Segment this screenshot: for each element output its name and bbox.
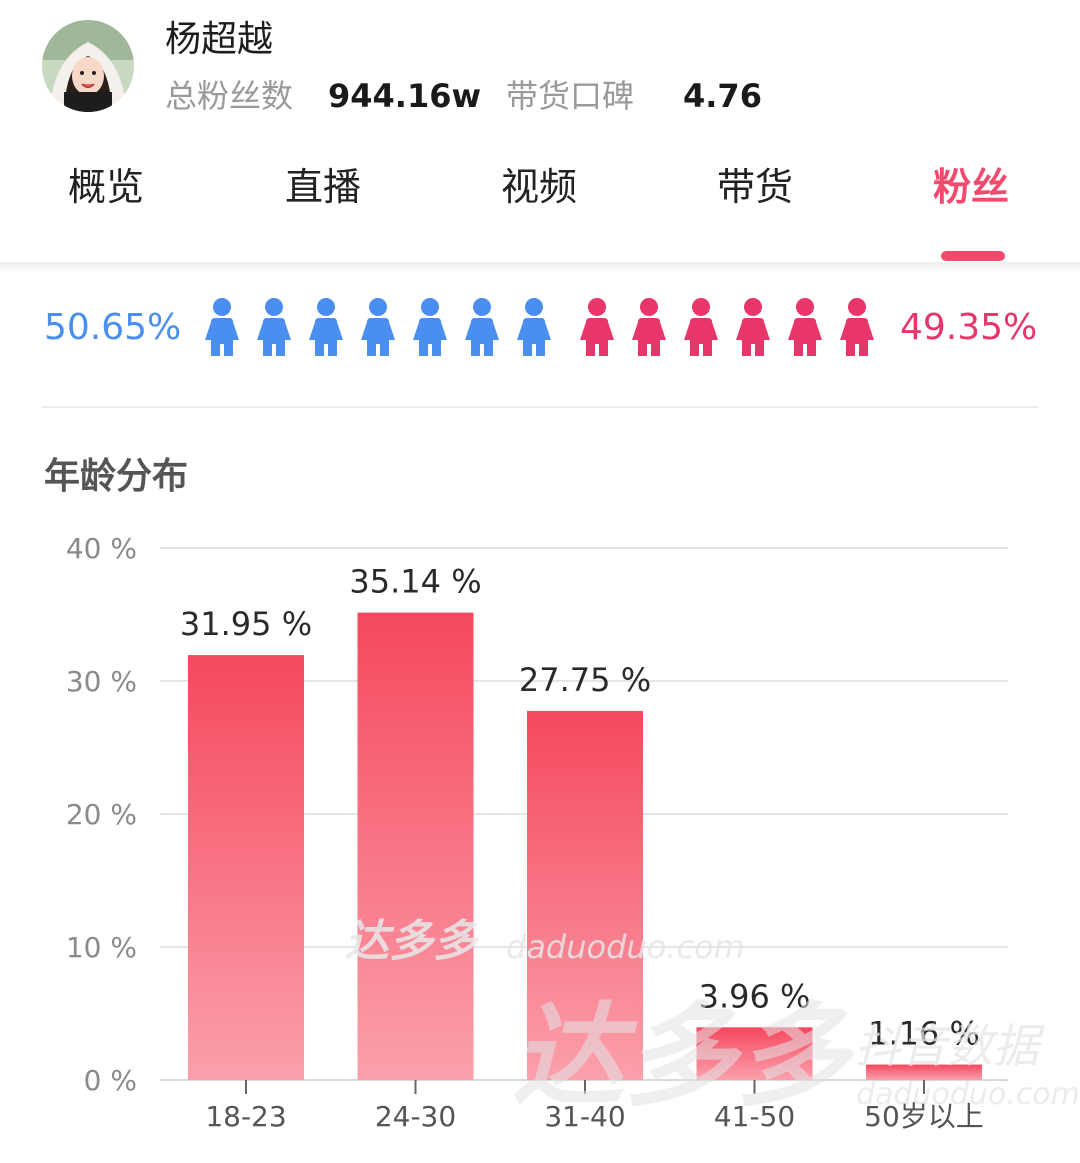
tab-sales[interactable]: 带货: [717, 165, 794, 209]
total-fans-value: 944.16w: [328, 77, 482, 115]
bar-value-label: 3.96 %: [699, 977, 811, 1015]
male-percentage: 50.65%: [44, 307, 182, 348]
bar[interactable]: [527, 710, 643, 1080]
female-person-icon: [684, 298, 718, 356]
male-person-icon: [205, 298, 239, 356]
female-person-icon: [840, 298, 874, 356]
y-tick-label: 40 %: [66, 532, 137, 565]
tab-video[interactable]: 视频: [501, 165, 578, 209]
female-person-icon: [788, 298, 822, 356]
male-person-icon: [257, 298, 291, 356]
x-tick-label: 31-40: [544, 1100, 625, 1133]
tab-overview[interactable]: 概览: [68, 165, 145, 209]
bar[interactable]: [696, 1027, 813, 1080]
male-person-icon: [517, 298, 551, 356]
bar[interactable]: [188, 655, 304, 1080]
sales-rating-label: 带货口碑: [506, 77, 635, 115]
female-person-icon: [736, 298, 770, 356]
bar-value-label: 1.16 %: [868, 1015, 980, 1053]
age-distribution-title: 年龄分布: [44, 456, 189, 497]
avatar-image: [42, 20, 134, 112]
y-tick-label: 10 %: [66, 931, 137, 964]
bar[interactable]: [866, 1064, 982, 1080]
x-tick-label: 50岁以上: [864, 1100, 984, 1133]
female-person-icon: [632, 298, 666, 356]
tab-fans[interactable]: 粉丝: [933, 165, 1010, 209]
y-tick-label: 20 %: [66, 798, 137, 831]
male-person-icon: [361, 298, 395, 356]
sales-rating-value: 4.76: [683, 77, 762, 115]
male-person-icon: [309, 298, 343, 356]
x-tick-label: 24-30: [375, 1100, 456, 1133]
tab-live[interactable]: 直播: [285, 165, 362, 209]
female-percentage: 49.35%: [900, 307, 1038, 348]
active-tab-indicator: [941, 251, 1005, 261]
x-tick-label: 18-23: [205, 1100, 286, 1133]
y-tick-label: 30 %: [66, 665, 137, 698]
male-person-icon: [413, 298, 447, 356]
creator-name: 杨超越: [165, 19, 274, 60]
avatar[interactable]: [42, 20, 134, 112]
section-divider: [42, 406, 1038, 408]
bar[interactable]: [357, 612, 474, 1080]
bar-value-label: 31.95 %: [180, 605, 312, 643]
gender-icon-row: [0, 296, 1080, 360]
male-person-icon: [465, 298, 499, 356]
total-fans-label: 总粉丝数: [165, 77, 294, 115]
tab-bar-shadow: [0, 262, 1080, 274]
x-tick-label: 41-50: [714, 1100, 795, 1133]
bar-value-label: 35.14 %: [349, 563, 481, 601]
female-person-icon: [580, 298, 614, 356]
age-bar-chart: 31.95 % 35.14 % 27.75 % 3.96 % 1.16 % 0 % 10 …: [66, 532, 1008, 1133]
gender-icons-svg: [205, 298, 874, 356]
y-tick-label: 0 %: [84, 1064, 137, 1097]
bar-value-label: 27.75 %: [519, 661, 651, 699]
